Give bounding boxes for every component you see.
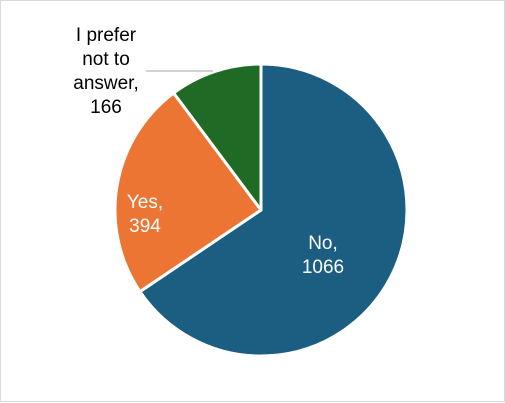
data-label-yes-line: 394 <box>129 216 161 237</box>
pie-slice-yes <box>113 91 263 294</box>
data-label-yes: Yes, 394 <box>127 192 163 237</box>
data-label-prefer-not-line: answer, <box>73 73 138 94</box>
data-label-yes-line: Yes, <box>127 192 163 213</box>
data-label-prefer-not: I prefer not to answer, 166 <box>73 25 138 118</box>
pie-slice-no <box>138 62 409 358</box>
data-label-no-line: No, <box>308 233 338 254</box>
data-label-no: No, 1066 <box>302 233 344 278</box>
data-label-prefer-not-line: I prefer <box>76 25 137 46</box>
pie-slice-prefer-not <box>172 62 263 212</box>
data-label-no-line: 1066 <box>302 257 344 278</box>
data-label-prefer-not-line: not to <box>82 49 130 70</box>
data-label-prefer-not-line: 166 <box>90 97 122 118</box>
